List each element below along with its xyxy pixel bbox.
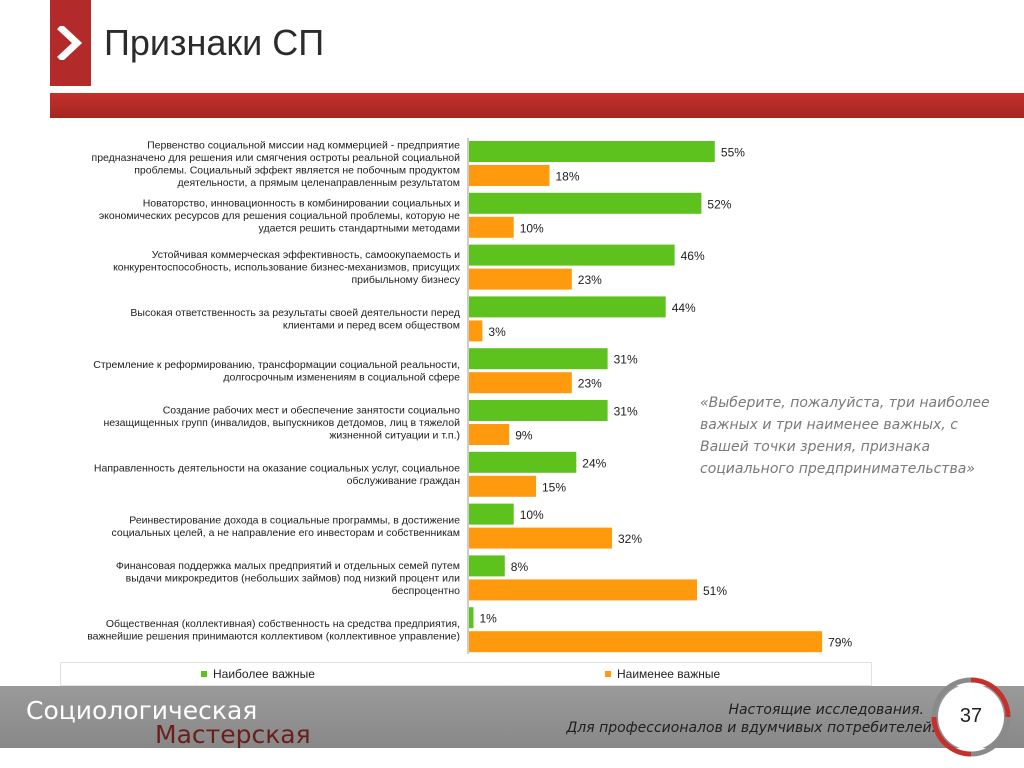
legend-label-most: Наиболее важные: [213, 667, 315, 681]
bar-least-important: [469, 631, 823, 653]
title-divider-bar: [50, 93, 1024, 118]
bar-value-label: 9%: [515, 429, 533, 443]
category-label: деятельности, а прямым целенаправленным …: [177, 177, 460, 189]
category-label: предназначено для решения или смягчения …: [92, 152, 461, 164]
category-label: Высокая ответственность за результаты св…: [130, 307, 460, 319]
brand-name-line2: Мастерская: [155, 720, 311, 749]
category-label: удается решить стандартными методами: [259, 222, 461, 234]
bar-most-important: [469, 192, 702, 214]
legend-item-least: Наименее важные: [605, 667, 720, 681]
legend-swatch-most: [201, 670, 207, 677]
bar-most-important: [469, 348, 608, 370]
title-chevron-box: [50, 0, 91, 86]
category-label: выдачи микрокредитов (небольших займов) …: [126, 572, 460, 584]
bar-value-label: 24%: [582, 456, 606, 470]
slogan-line1: Настоящие исследования.: [728, 702, 924, 718]
bar-least-important: [469, 579, 697, 601]
category-label: Стремление к реформированию, трансформац…: [93, 359, 460, 371]
bar-least-important: [469, 320, 483, 342]
category-label: клиентами и перед всем обществом: [283, 320, 460, 332]
bar-value-label: 55%: [721, 146, 745, 160]
legend-label-least: Наименее важные: [617, 667, 721, 681]
category-label: конкурентоспособность, использование биз…: [113, 262, 461, 274]
chevron-right-icon: [57, 26, 83, 60]
bar-value-label: 31%: [614, 353, 638, 367]
bar-least-important: [469, 424, 510, 445]
chart-legend: Наиболее важные Наименее важные: [60, 662, 872, 686]
category-label: Устойчивая коммерческая эффективность, с…: [152, 249, 460, 261]
page-number: 37: [959, 705, 983, 727]
page-ring-icon: [931, 677, 1011, 757]
bar-least-important: [469, 475, 536, 497]
category-label: Направленность деятельности на оказание …: [94, 463, 460, 475]
bar-most-important: [469, 296, 666, 318]
bar-least-important: [469, 268, 572, 290]
bar-value-label: 44%: [672, 301, 696, 315]
bar-least-important: [469, 216, 514, 238]
category-label: Общественная (коллективная) собственност…: [106, 618, 460, 630]
bar-value-label: 23%: [578, 377, 602, 391]
bar-least-important: [469, 165, 550, 186]
bar-most-important: [469, 141, 715, 162]
bar-most-important: [469, 400, 608, 421]
bar-value-label: 52%: [707, 197, 731, 211]
bar-most-important: [469, 503, 514, 525]
bar-least-important: [469, 372, 572, 394]
bar-value-label: 46%: [681, 249, 705, 263]
bar-most-important: [469, 451, 577, 473]
footer-bar: Социологическая Мастерская Настоящие исс…: [0, 686, 1024, 749]
bar-most-important: [469, 607, 474, 629]
slogan-line2: Для профессионалов и вдумчивых потребите…: [566, 720, 936, 736]
bar-value-label: 31%: [614, 405, 638, 419]
bar-most-important: [469, 244, 675, 266]
bar-value-label: 3%: [488, 325, 506, 339]
legend-swatch-least: [605, 670, 611, 677]
category-label: социальных целей, а не направление его и…: [112, 527, 460, 539]
page-number-badge: 37: [929, 675, 1013, 759]
category-label: Реинвестирование дохода в социальные про…: [129, 514, 460, 526]
category-label: Создание рабочих мест и обеспечение заня…: [163, 405, 460, 417]
bar-value-label: 10%: [520, 221, 544, 235]
bar-value-label: 10%: [520, 508, 544, 522]
category-label: жизненной ситуации и т.п.): [329, 430, 460, 442]
category-label: беспроцентно: [392, 585, 460, 597]
category-label: обслуживание граждан: [347, 475, 461, 487]
bar-value-label: 32%: [618, 532, 642, 546]
bar-value-label: 1%: [480, 612, 498, 626]
category-label: Первенство социальной миссии над коммерц…: [147, 139, 460, 151]
category-label: незащищенных групп (инвалидов, выпускник…: [103, 417, 460, 429]
bar-value-label: 79%: [828, 636, 852, 650]
survey-question-quote: «Выберите, пожалуйста, три наиболее важн…: [700, 395, 990, 477]
bar-least-important: [469, 527, 612, 549]
category-label: долгосрочным изменениям в социальной сфе…: [223, 371, 460, 383]
bar-value-label: 8%: [511, 560, 529, 574]
bar-most-important: [469, 555, 505, 577]
bar-value-label: 15%: [542, 480, 566, 494]
category-label: Финансовая поддержка малых предприятий и…: [116, 560, 460, 572]
category-label: прибыльному бизнесу: [351, 274, 460, 286]
slide-title: Признаки СП: [104, 22, 325, 63]
category-label: важнейшие решения принимаются коллективо…: [87, 631, 460, 643]
bar-value-label: 51%: [703, 584, 727, 598]
brand-name-line1: Социологическая: [26, 696, 258, 725]
bar-value-label: 23%: [578, 273, 602, 287]
legend-item-most: Наиболее важные: [201, 667, 315, 681]
category-label: экономических ресурсов для решения социа…: [99, 210, 460, 222]
bar-value-label: 18%: [556, 170, 580, 184]
category-label: Новаторство, инновационность в комбиниро…: [143, 197, 460, 209]
category-label: проблемы. Социальный эффект является не …: [134, 164, 460, 176]
